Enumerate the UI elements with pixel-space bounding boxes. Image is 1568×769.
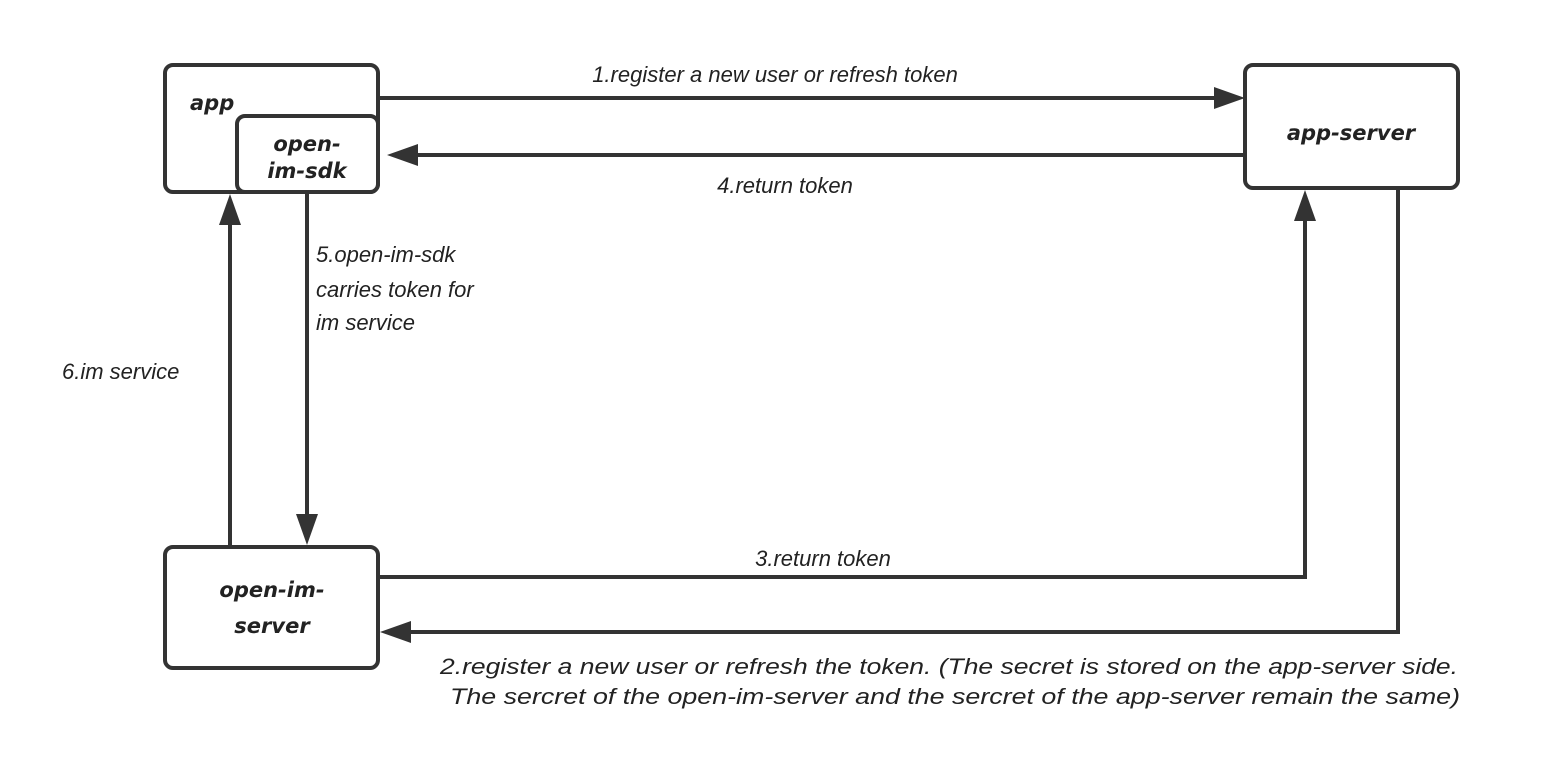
arrowhead-icon bbox=[1294, 190, 1316, 221]
step1-label: 1.register a new user or refresh token bbox=[592, 62, 958, 87]
arrow-step1 bbox=[378, 87, 1245, 109]
step2-label-line2: The sercret of the open-im-server and th… bbox=[450, 684, 1460, 709]
open-im-server-node: open-im- server bbox=[163, 545, 380, 670]
sdk-label-line2: im-sdk bbox=[267, 159, 348, 183]
step5-label-line1: 5.open-im-sdk bbox=[316, 242, 456, 267]
arrow-step3 bbox=[378, 190, 1316, 579]
arrowhead-icon bbox=[380, 621, 411, 643]
app-server-node: app-server bbox=[1243, 63, 1460, 190]
arrow-step5 bbox=[296, 192, 318, 545]
im-server-label-line1: open-im- bbox=[219, 578, 324, 602]
step4-label: 4.return token bbox=[717, 173, 853, 198]
arrow-step2 bbox=[380, 188, 1400, 643]
step5-label-line2: carries token for bbox=[316, 277, 475, 302]
open-im-sdk-node: open- im-sdk bbox=[235, 114, 380, 194]
step3-label: 3.return token bbox=[755, 546, 891, 571]
arrowhead-icon bbox=[296, 514, 318, 545]
arrow-step4 bbox=[387, 144, 1245, 166]
step5-label-line3: im service bbox=[316, 310, 415, 335]
app-server-label: app-server bbox=[1287, 121, 1417, 145]
sdk-label-line1: open- bbox=[273, 132, 340, 156]
im-server-label-line2: server bbox=[234, 614, 311, 638]
step6-label: 6.im service bbox=[62, 359, 179, 384]
app-label: app bbox=[190, 91, 234, 115]
arrow-step6 bbox=[219, 194, 241, 547]
arrowhead-icon bbox=[387, 144, 418, 166]
arrowhead-icon bbox=[1214, 87, 1245, 109]
step2-label-line1: 2.register a new user or refresh the tok… bbox=[439, 654, 1458, 679]
arrowhead-icon bbox=[219, 194, 241, 225]
